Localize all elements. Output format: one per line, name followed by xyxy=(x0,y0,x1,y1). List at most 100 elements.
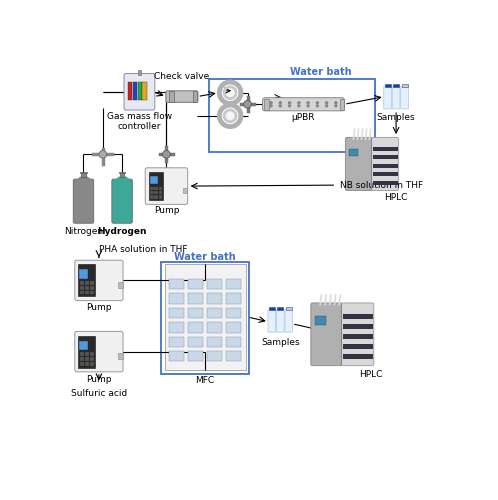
Bar xyxy=(183,188,187,192)
FancyBboxPatch shape xyxy=(384,86,391,109)
Bar xyxy=(373,164,397,168)
Text: Hydrogen: Hydrogen xyxy=(97,228,147,236)
Bar xyxy=(150,196,154,198)
Circle shape xyxy=(163,150,170,158)
FancyBboxPatch shape xyxy=(73,179,94,223)
Bar xyxy=(349,149,358,156)
Bar xyxy=(150,186,154,190)
Circle shape xyxy=(297,101,301,104)
Bar xyxy=(343,324,373,329)
Circle shape xyxy=(269,101,273,104)
Bar xyxy=(90,352,94,356)
Bar xyxy=(85,290,89,294)
Bar xyxy=(159,191,162,194)
Text: Pump: Pump xyxy=(86,374,112,384)
Bar xyxy=(80,286,84,290)
Bar xyxy=(373,146,397,151)
Bar xyxy=(118,282,123,288)
Bar xyxy=(343,314,373,319)
Bar xyxy=(188,337,203,347)
FancyBboxPatch shape xyxy=(276,310,284,332)
Bar xyxy=(85,286,89,290)
Bar xyxy=(85,357,89,361)
Bar xyxy=(207,308,222,318)
Circle shape xyxy=(278,104,282,108)
Bar xyxy=(79,340,88,350)
Text: MFC: MFC xyxy=(196,376,215,386)
Circle shape xyxy=(269,104,273,108)
Bar xyxy=(227,308,241,318)
Bar xyxy=(81,173,86,176)
Bar xyxy=(78,264,95,296)
Bar xyxy=(159,186,162,190)
Bar xyxy=(90,290,94,294)
Text: Gas mass flow
controller: Gas mass flow controller xyxy=(107,112,172,132)
Text: NB solution in THF: NB solution in THF xyxy=(340,180,423,190)
FancyBboxPatch shape xyxy=(112,179,132,223)
FancyBboxPatch shape xyxy=(285,310,293,332)
Bar xyxy=(85,362,89,366)
Circle shape xyxy=(225,110,236,122)
Circle shape xyxy=(225,87,236,99)
Bar xyxy=(269,307,275,310)
Bar xyxy=(80,357,84,361)
Bar xyxy=(384,84,391,87)
FancyBboxPatch shape xyxy=(268,310,276,332)
Bar xyxy=(286,307,292,310)
Bar xyxy=(78,336,95,368)
Text: HPLC: HPLC xyxy=(384,193,408,202)
Circle shape xyxy=(297,104,301,108)
Bar xyxy=(137,82,142,100)
Bar xyxy=(90,362,94,366)
Bar xyxy=(393,84,399,87)
Bar xyxy=(343,354,373,360)
Bar xyxy=(133,82,137,100)
Bar xyxy=(207,352,222,362)
Text: Samples: Samples xyxy=(261,338,300,347)
Bar xyxy=(150,176,157,184)
Text: Samples: Samples xyxy=(377,113,415,122)
FancyBboxPatch shape xyxy=(75,332,123,372)
Bar xyxy=(207,322,222,332)
Bar xyxy=(154,196,158,198)
Text: Nitrogen: Nitrogen xyxy=(64,228,103,236)
Bar xyxy=(118,354,123,359)
Bar xyxy=(207,337,222,347)
Bar xyxy=(80,172,87,173)
Bar xyxy=(120,173,124,176)
Circle shape xyxy=(288,101,291,104)
Bar xyxy=(90,281,94,285)
Bar xyxy=(85,281,89,285)
Bar xyxy=(207,294,222,304)
Bar xyxy=(343,344,373,349)
Bar xyxy=(79,270,88,278)
Circle shape xyxy=(244,100,251,108)
Bar xyxy=(188,352,203,362)
FancyBboxPatch shape xyxy=(392,86,400,109)
FancyBboxPatch shape xyxy=(340,303,374,366)
Bar xyxy=(401,84,408,87)
FancyBboxPatch shape xyxy=(370,138,398,190)
Bar xyxy=(227,337,241,347)
Text: HPLC: HPLC xyxy=(360,370,382,379)
Bar xyxy=(80,352,84,356)
Bar xyxy=(373,172,397,176)
Bar xyxy=(161,262,249,374)
Bar xyxy=(343,334,373,339)
Bar xyxy=(80,290,84,294)
Text: Pump: Pump xyxy=(154,206,179,216)
Bar xyxy=(373,155,397,160)
Bar xyxy=(169,279,184,289)
FancyBboxPatch shape xyxy=(124,74,155,110)
Bar xyxy=(340,98,345,110)
Circle shape xyxy=(306,101,310,104)
Circle shape xyxy=(325,104,328,108)
Text: μPBR: μPBR xyxy=(292,113,315,122)
FancyBboxPatch shape xyxy=(262,98,345,111)
Bar xyxy=(188,279,203,289)
Bar xyxy=(169,322,184,332)
Bar xyxy=(149,172,163,200)
Bar xyxy=(128,82,132,100)
Bar xyxy=(188,322,203,332)
FancyBboxPatch shape xyxy=(311,303,342,366)
